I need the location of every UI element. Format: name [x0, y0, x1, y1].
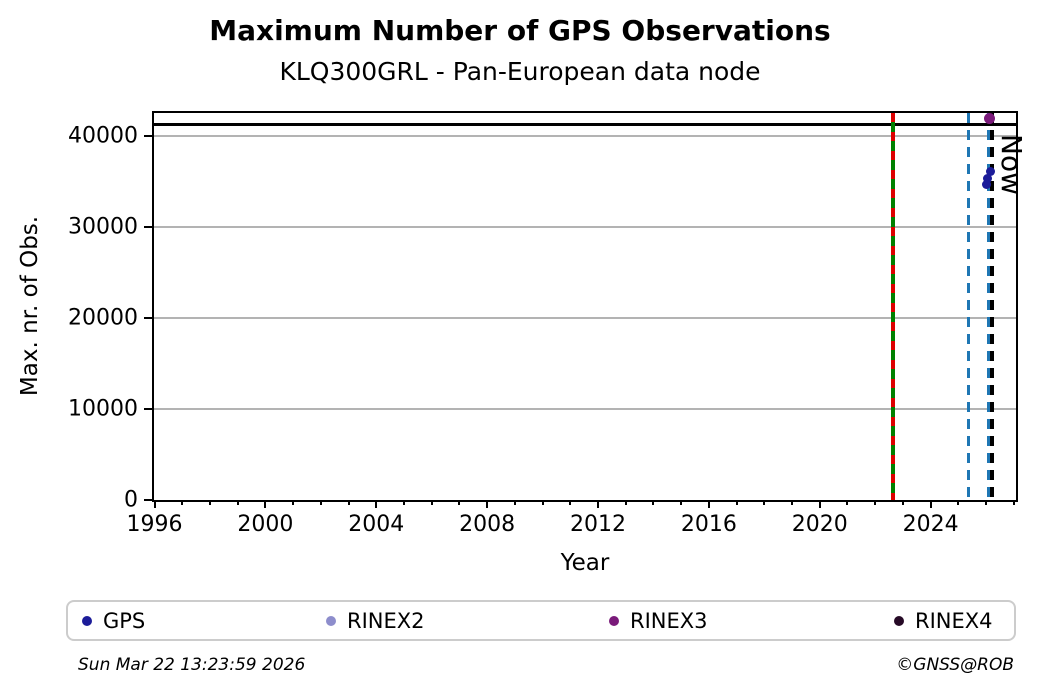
x-tick-label: 1996: [126, 512, 183, 537]
y-tick-mark: [144, 499, 152, 501]
y-tick-mark: [144, 134, 152, 137]
x-axis-label: Year: [560, 550, 610, 576]
now-label: Now: [995, 134, 1029, 195]
gps-point: [986, 166, 996, 176]
x-minor-tick-mark: [957, 500, 960, 505]
x-tick-label: 2012: [570, 512, 627, 537]
x-minor-tick-mark: [901, 500, 904, 505]
x-tick-label: 2024: [902, 512, 959, 537]
y-tick-label: 0: [124, 487, 138, 513]
x-minor-tick-mark: [846, 500, 849, 505]
chart-subtitle: KLQ300GRL - Pan-European data node: [279, 57, 761, 86]
now-vline: [990, 113, 995, 500]
y-tick-label: 10000: [68, 396, 138, 422]
y-tick-label: 20000: [68, 305, 138, 331]
legend-item-rinex2: RINEX2: [326, 602, 425, 639]
legend-label-gps: GPS: [103, 608, 146, 633]
x-major-tick-mark: [707, 500, 710, 508]
x-minor-tick-mark: [763, 500, 766, 505]
x-minor-tick-mark: [458, 500, 461, 505]
x-major-tick-mark: [818, 500, 821, 508]
y-tick-label: 40000: [68, 123, 138, 149]
x-minor-tick-mark: [208, 500, 211, 505]
legend-label-rinex4: RINEX4: [915, 608, 993, 633]
event-vline-overlay: [891, 113, 896, 500]
x-minor-tick-mark: [319, 500, 322, 505]
x-minor-tick-mark: [874, 500, 877, 505]
legend-label-rinex2: RINEX2: [347, 608, 425, 633]
rinex2-legend-dot: [326, 615, 336, 626]
event-vline: [986, 113, 990, 500]
event-vline: [966, 113, 970, 500]
x-minor-tick-mark: [680, 500, 683, 505]
legend-item-rinex3: RINEX3: [609, 602, 708, 639]
legend-box: GPS RINEX2 RINEX3 RINEX4: [66, 600, 1016, 641]
legend-label-rinex3: RINEX3: [630, 608, 708, 633]
x-minor-tick-mark: [403, 500, 405, 505]
rinex3-legend-dot: [609, 615, 619, 626]
y-gridline: [154, 225, 1016, 228]
y-axis-label: Max. nr. of Obs.: [17, 215, 43, 397]
x-minor-tick-mark: [292, 500, 295, 505]
y-tick-mark: [144, 407, 152, 410]
x-tick-label: 2020: [791, 512, 848, 537]
x-minor-tick-mark: [652, 500, 655, 505]
x-minor-tick-mark: [1012, 500, 1015, 505]
x-major-tick-mark: [375, 500, 378, 508]
y-gridline: [154, 316, 1016, 319]
x-minor-tick-mark: [541, 500, 544, 505]
y-gridline: [154, 134, 1016, 137]
chart-title: Maximum Number of GPS Observations: [209, 14, 831, 47]
x-minor-tick-mark: [569, 500, 572, 505]
x-minor-tick-mark: [347, 500, 350, 505]
x-tick-label: 2000: [237, 512, 294, 537]
x-minor-tick-mark: [513, 500, 516, 505]
x-minor-tick-mark: [735, 500, 738, 505]
gps-point: [982, 180, 992, 190]
y-tick-label: 30000: [68, 214, 138, 240]
x-tick-label: 2008: [459, 512, 516, 537]
footer-copyright: ©GNSS@ROB: [896, 655, 1014, 675]
x-major-tick-mark: [597, 500, 600, 508]
x-tick-label: 2004: [348, 512, 405, 537]
y-gridline: [154, 407, 1016, 410]
x-minor-tick-mark: [430, 500, 433, 505]
x-tick-label: 2016: [680, 512, 737, 537]
y-tick-mark: [144, 316, 152, 319]
x-minor-tick-mark: [791, 500, 794, 505]
legend-item-gps: GPS: [82, 602, 145, 639]
rinex4-legend-dot: [894, 615, 904, 626]
x-minor-tick-mark: [181, 500, 184, 505]
y-tick-mark: [144, 225, 152, 228]
x-major-tick-mark: [264, 500, 267, 508]
plot-area: 0 10000 20000 30000 40000 1996 2000 2004 2008 201…: [68, 111, 1028, 537]
gps-legend-dot: [82, 615, 92, 626]
footer-timestamp: Sun Mar 22 13:23:59 2026: [78, 655, 306, 675]
max-obs-hline: [154, 123, 1016, 127]
x-minor-tick-mark: [236, 500, 239, 505]
x-minor-tick-mark: [985, 500, 988, 505]
x-major-tick-mark: [153, 500, 156, 508]
x-minor-tick-mark: [624, 500, 627, 505]
x-major-tick-mark: [929, 500, 932, 508]
gps-point: [983, 174, 993, 184]
legend-item-rinex4: RINEX4: [894, 602, 993, 639]
rinex3-point: [984, 112, 996, 124]
x-major-tick-mark: [486, 500, 489, 508]
